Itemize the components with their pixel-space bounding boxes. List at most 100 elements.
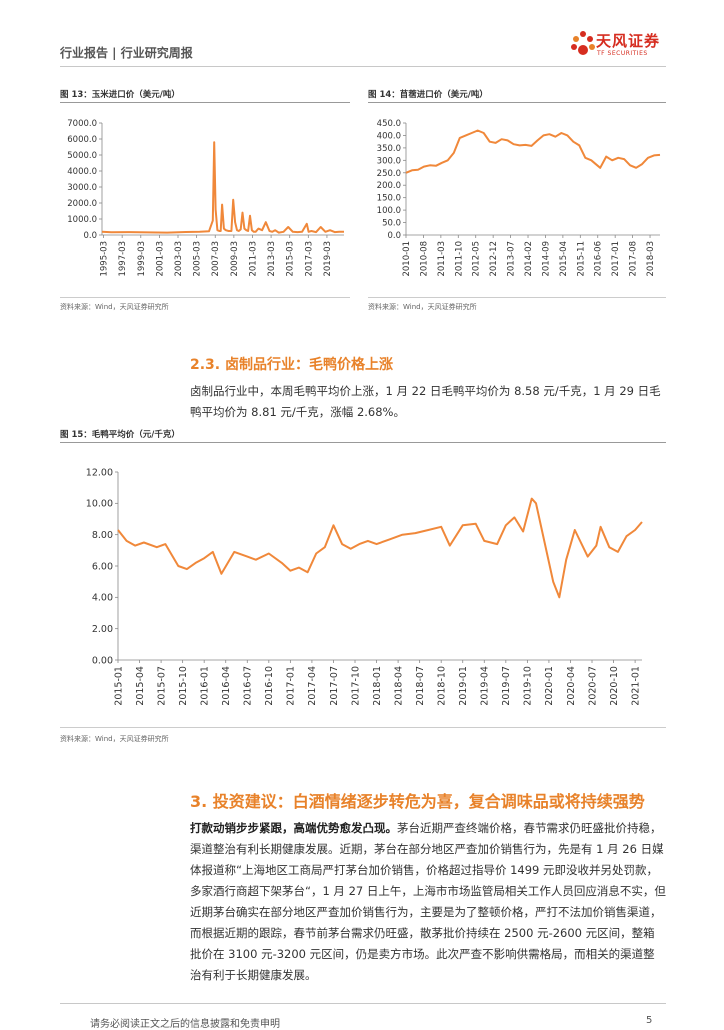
y-tick-label: 7000.0 [67,119,97,129]
y-tick-label: 150.0 [377,194,401,204]
y-tick-label: 1000.0 [67,215,97,225]
y-tick-label: 100.0 [377,206,401,216]
y-tick-label: 6000.0 [67,135,97,145]
section-3-body: 茅台近期严查终端价格，春节需求仍旺盛批价持稳，渠道整治有利长期健康发展。近期，茅… [190,821,666,982]
x-tick-label: 2005-03 [193,241,203,277]
x-tick-label: 2017-10 [350,666,361,706]
y-tick-label: 400.0 [377,131,401,141]
logo-text-cn: 天风证券 [596,32,661,50]
figure13-bottom-rule [60,297,350,298]
x-tick-label: 2016-01 [200,666,211,706]
x-tick-label: 2020-04 [566,666,577,706]
header-rule [60,66,666,67]
x-tick-label: 2001-03 [155,241,165,277]
x-tick-label: 2009-03 [230,241,240,277]
x-tick-label: 2015-07 [156,666,167,706]
x-tick-label: 2018-03 [646,241,656,277]
section-3-heading: 3. 投资建议：白酒情绪逐步转危为喜，复合调味品或将持续强势 [190,792,645,811]
y-tick-label: 50.0 [382,219,401,229]
x-tick-label: 2011-03 [248,241,258,277]
x-tick-label: 2019-10 [523,666,534,706]
x-tick-label: 2007-03 [211,241,221,277]
x-tick-label: 2020-07 [587,666,598,706]
x-tick-label: 2011-10 [454,241,464,277]
y-tick-label: 2000.0 [67,199,97,209]
y-tick-label: 0.0 [83,231,97,241]
x-tick-label: 2019-07 [501,666,512,706]
y-tick-label: 4000.0 [67,167,97,177]
report-header: 行业报告 | 行业研究周报 [60,46,193,60]
x-tick-label: 2017-01 [286,666,297,706]
x-tick-label: 2016-04 [221,666,232,706]
y-tick-label: 4.00 [92,593,113,604]
x-tick-label: 2017-07 [329,666,340,706]
x-tick-label: 2019-03 [323,241,333,277]
footer-disclaimer: 请务必阅读正文之后的信息披露和免责申明 [90,1019,280,1030]
x-tick-label: 1997-03 [118,241,128,277]
logo-text-en: TF SECURITIES [597,50,648,57]
figure14-bottom-rule [368,297,666,298]
figure13-source: 资料来源：Wind，天风证券研究所 [60,303,169,311]
y-tick-label: 6.00 [92,561,113,572]
x-tick-label: 2020-10 [609,666,620,706]
x-tick-label: 2016-06 [594,241,604,277]
footer-rule [60,1003,666,1004]
x-tick-label: 2015-03 [286,241,296,277]
y-tick-label: 250.0 [377,169,401,179]
y-tick-label: 350.0 [377,144,401,154]
x-tick-label: 2017-03 [304,241,314,277]
x-tick-label: 2018-04 [393,666,404,706]
x-tick-label: 2013-07 [507,241,517,277]
x-tick-label: 2019-01 [458,666,469,706]
series-line [101,141,344,234]
figure14-source: 资料来源：Wind，天风证券研究所 [368,303,477,311]
x-tick-label: 2015-04 [559,241,569,277]
x-tick-label: 2017-04 [307,666,318,706]
series-line [405,129,661,174]
y-tick-label: 2.00 [92,624,113,635]
x-tick-label: 2011-03 [437,241,447,277]
logo-mark-icon [571,31,595,55]
x-tick-label: 2018-07 [415,666,426,706]
figure15-source: 资料来源：Wind，天风证券研究所 [60,735,169,743]
x-tick-label: 2015-04 [135,666,146,706]
x-tick-label: 2010-08 [419,241,429,277]
y-tick-label: 300.0 [377,156,401,166]
y-tick-label: 450.0 [377,119,401,129]
section-3-paragraph: 打款动销步步紧跟，高端优势愈发凸现。茅台近期严查终端价格，春节需求仍旺盛批价持稳… [190,818,666,986]
y-tick-label: 200.0 [377,181,401,191]
series-line [117,497,643,599]
figure15-bottom-rule [60,727,666,728]
figure15-title: 图 15：毛鸭平均价（元/千克） [60,430,180,440]
x-tick-label: 2016-07 [243,666,254,706]
section-3-lead: 打款动销步步紧跟，高端优势愈发凸现。 [190,821,397,835]
x-tick-label: 2019-04 [480,666,491,706]
figure14-title: 图 14：苜蓿进口价（美元/吨） [368,90,488,100]
x-tick-label: 2018-10 [437,666,448,706]
x-tick-label: 2014-02 [524,241,534,277]
figure15-rule [60,442,666,443]
x-tick-label: 2015-10 [178,666,189,706]
x-tick-label: 2021-01 [630,666,641,706]
section-2-3-heading: 2.3. 卤制品行业：毛鸭价格上涨 [190,357,393,373]
figure14-rule [368,102,666,103]
figure13-chart: 0.0 1000.0 2000.0 3000.0 4000.0 5000.0 6000.0 7… [67,119,344,277]
y-tick-label: 5000.0 [67,151,97,161]
figure13-title: 图 13：玉米进口价（美元/吨） [60,90,180,100]
y-tick-label: 0.0 [387,231,401,241]
x-tick-label: 1999-03 [137,241,147,277]
x-tick-label: 2013-03 [267,241,277,277]
y-tick-label: 3000.0 [67,183,97,193]
y-tick-label: 8.00 [92,530,113,541]
y-tick-label: 0.00 [92,655,113,666]
figure13-rule [60,102,350,103]
section-2-3-paragraph: 卤制品行业中，本周毛鸭平均价上涨，1 月 22 日毛鸭平均价为 8.58 元/千… [190,384,661,419]
x-tick-label: 2015-11 [576,241,586,277]
x-tick-label: 2010-01 [402,241,412,277]
page-number: 5 [646,1015,653,1026]
x-tick-label: 2003-03 [174,241,184,277]
y-tick-label: 10.00 [86,499,113,510]
x-tick-label: 1995-03 [100,241,110,277]
x-tick-label: 2014-09 [541,241,551,277]
x-tick-label: 2016-10 [264,666,275,706]
